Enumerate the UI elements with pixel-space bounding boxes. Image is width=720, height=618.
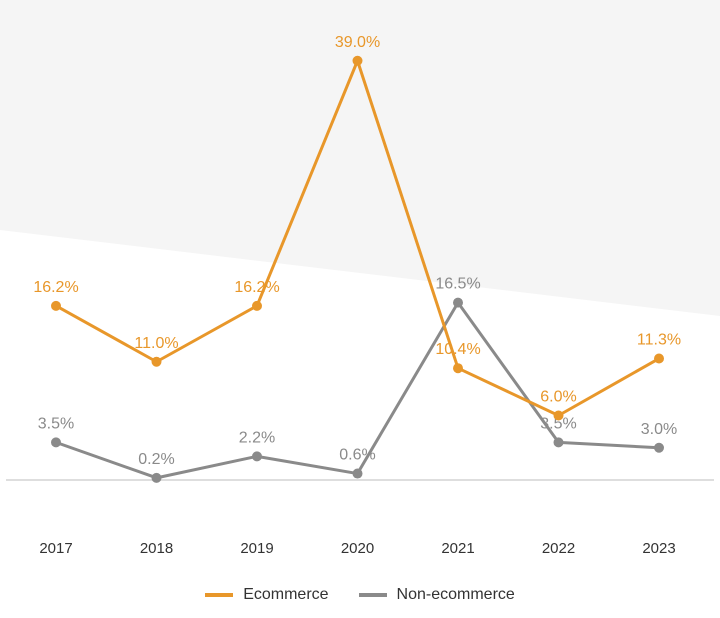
data-label-non-ecommerce-2021: 16.5% bbox=[435, 276, 480, 293]
data-point-ecommerce-2022[interactable] bbox=[553, 410, 564, 421]
data-point-ecommerce-2020[interactable] bbox=[352, 55, 363, 66]
data-label-ecommerce-2018: 11.0% bbox=[134, 335, 178, 352]
legend-label-ecommerce: Ecommerce bbox=[243, 586, 329, 603]
data-point-ecommerce-2019[interactable] bbox=[252, 300, 262, 311]
data-label-non-ecommerce-2023: 3.0% bbox=[641, 421, 677, 438]
data-point-non-ecommerce-2018[interactable] bbox=[151, 472, 162, 483]
data-point-ecommerce-2017[interactable] bbox=[51, 300, 61, 311]
legend: Ecommerce Non-ecommerce bbox=[0, 586, 720, 604]
data-label-ecommerce-2021: 10.4% bbox=[435, 341, 480, 358]
x-tick-label-2020: 2020 bbox=[341, 540, 374, 557]
data-label-ecommerce-2022: 6.0% bbox=[540, 389, 576, 406]
legend-swatch-non-ecommerce bbox=[358, 593, 387, 597]
x-tick-label-2021: 2021 bbox=[441, 540, 474, 557]
data-label-ecommerce-2023: 11.3% bbox=[637, 332, 681, 349]
legend-label-non-ecommerce: Non-ecommerce bbox=[396, 586, 515, 603]
x-tick-label-2018: 2018 bbox=[140, 540, 173, 557]
data-point-ecommerce-2023[interactable] bbox=[654, 353, 664, 364]
background-shape bbox=[0, 0, 720, 316]
series-non-ecommerce: 3.5% 0.2% 2.2% 0.6% 16.5% 3.5% 3.0% bbox=[38, 276, 677, 483]
legend-item-non-ecommerce[interactable]: Non-ecommerce bbox=[358, 586, 515, 604]
data-label-ecommerce-2019: 16.2% bbox=[234, 279, 279, 296]
x-tick-label-2022: 2022 bbox=[542, 540, 575, 557]
data-point-non-ecommerce-2023[interactable] bbox=[654, 442, 664, 453]
x-tick-label-2023: 2023 bbox=[642, 540, 675, 557]
data-label-non-ecommerce-2019: 2.2% bbox=[239, 429, 275, 446]
series-layer: 3.5%0.2%2.2%0.6%16.5%3.5% 3.0%16.2%11.0%1… bbox=[33, 34, 681, 483]
data-label-non-ecommerce-2020: 0.6% bbox=[339, 447, 375, 464]
data-label-non-ecommerce-2017: 3.5% bbox=[38, 415, 74, 432]
data-point-ecommerce-2021[interactable] bbox=[453, 363, 463, 374]
data-label-non-ecommerce-2018: 0.2% bbox=[138, 451, 174, 468]
data-point-non-ecommerce-2022[interactable] bbox=[553, 437, 564, 448]
x-axis-ticks: 2017 2018 2019 2020 2021 2022 2023 bbox=[39, 540, 675, 557]
data-point-non-ecommerce-2021[interactable] bbox=[453, 297, 463, 308]
data-label-non-ecommerce-2022: 3.5% bbox=[540, 415, 576, 432]
x-tick-label-2019: 2019 bbox=[240, 540, 273, 557]
series-ecommerce: 16.2% 11.0% 16.2% 39.0% 10.4% 6.0% 11.3% bbox=[33, 34, 681, 421]
legend-item-ecommerce[interactable]: Ecommerce bbox=[205, 586, 329, 604]
data-label-ecommerce-2020: 39.0% bbox=[335, 34, 380, 51]
data-point-non-ecommerce-2020[interactable] bbox=[352, 468, 363, 479]
x-tick-label-2017: 2017 bbox=[39, 540, 72, 557]
legend-swatch-ecommerce bbox=[205, 593, 234, 597]
data-point-ecommerce-2018[interactable] bbox=[151, 356, 162, 367]
data-point-non-ecommerce-2017[interactable] bbox=[51, 437, 61, 448]
data-point-non-ecommerce-2019[interactable] bbox=[252, 451, 262, 462]
data-label-ecommerce-2017: 16.2% bbox=[33, 279, 78, 296]
